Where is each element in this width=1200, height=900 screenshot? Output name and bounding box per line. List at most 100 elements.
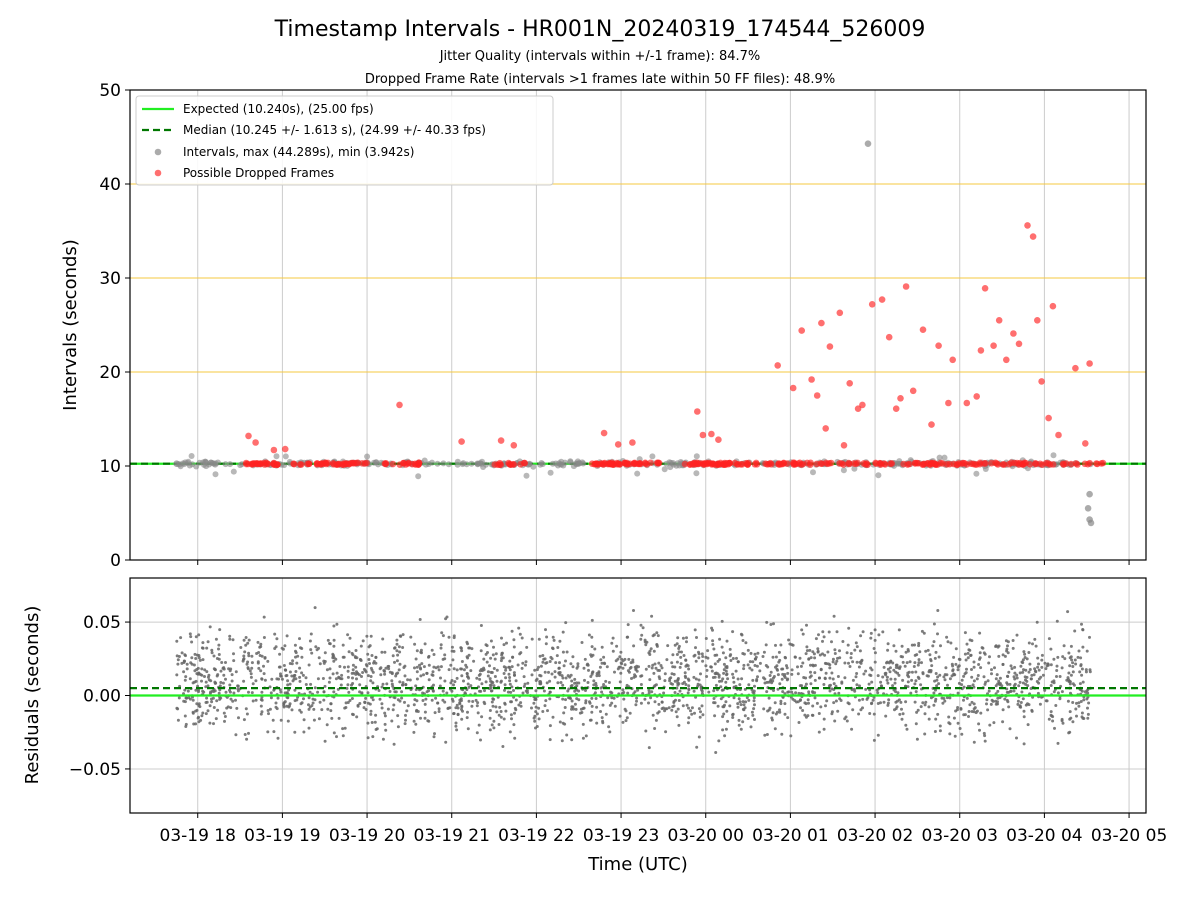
residual-point bbox=[798, 656, 802, 660]
residual-point bbox=[746, 717, 750, 720]
residual-point bbox=[916, 663, 920, 667]
residual-point bbox=[923, 712, 927, 716]
residual-point bbox=[228, 683, 232, 687]
residual-point bbox=[625, 716, 629, 720]
residual-point bbox=[889, 677, 893, 681]
residual-point bbox=[886, 667, 890, 671]
residual-point bbox=[962, 698, 965, 702]
residual-point bbox=[386, 707, 390, 711]
residual-point bbox=[825, 699, 829, 703]
residual-point bbox=[959, 707, 963, 711]
dropped-frame-point bbox=[1024, 222, 1031, 229]
residual-point bbox=[903, 664, 907, 668]
residual-point bbox=[671, 705, 675, 709]
intervals-y-tick-label: 10 bbox=[99, 457, 121, 477]
residual-point bbox=[715, 653, 719, 657]
residual-point bbox=[520, 636, 524, 640]
residual-point bbox=[1060, 717, 1064, 721]
residual-point bbox=[767, 696, 771, 700]
dropped-frame-point bbox=[1081, 460, 1089, 468]
residual-point bbox=[867, 682, 871, 686]
residual-point bbox=[441, 634, 445, 638]
residual-point bbox=[644, 729, 648, 733]
residual-point bbox=[543, 670, 547, 674]
residual-point bbox=[1022, 715, 1026, 719]
residual-point bbox=[859, 708, 863, 712]
residual-point bbox=[732, 680, 736, 684]
residual-point bbox=[781, 667, 785, 671]
residual-point bbox=[450, 679, 454, 682]
residual-point bbox=[781, 690, 785, 694]
residual-point bbox=[348, 636, 352, 640]
residual-point bbox=[750, 710, 754, 714]
residual-point bbox=[607, 725, 611, 729]
residual-point bbox=[224, 677, 227, 681]
residual-point bbox=[741, 720, 745, 724]
residual-point bbox=[613, 670, 616, 674]
residual-point bbox=[917, 641, 921, 645]
residual-point bbox=[819, 705, 823, 709]
residual-point bbox=[205, 696, 209, 700]
residual-point bbox=[756, 651, 760, 655]
residual-point bbox=[443, 657, 447, 661]
residual-point bbox=[482, 657, 486, 661]
residual-point bbox=[998, 696, 1002, 700]
residual-point bbox=[223, 715, 227, 718]
residual-point bbox=[824, 671, 828, 675]
residual-point bbox=[590, 696, 594, 700]
residual-point bbox=[669, 682, 673, 685]
residual-point bbox=[534, 710, 538, 714]
dropped-frame-point bbox=[988, 459, 995, 467]
residual-point bbox=[175, 654, 179, 658]
residual-point bbox=[500, 636, 503, 640]
intervals-y-tick-label: 30 bbox=[99, 269, 121, 289]
residual-point bbox=[650, 690, 654, 694]
dropped-frame-point bbox=[822, 425, 829, 432]
residual-point bbox=[1056, 741, 1060, 745]
residual-point bbox=[500, 652, 504, 655]
residual-point bbox=[534, 679, 538, 682]
residual-point bbox=[460, 674, 464, 678]
residual-point bbox=[279, 718, 283, 722]
residual-point bbox=[728, 704, 732, 708]
residual-point bbox=[217, 657, 221, 661]
residual-point bbox=[960, 732, 964, 736]
residual-point bbox=[912, 665, 916, 668]
residual-point bbox=[465, 640, 469, 644]
residual-point bbox=[926, 648, 930, 652]
residual-point bbox=[460, 705, 464, 709]
residual-point bbox=[232, 659, 236, 663]
residual-point bbox=[239, 646, 243, 649]
residual-point bbox=[1068, 664, 1072, 668]
residual-point bbox=[1071, 670, 1075, 674]
residual-point bbox=[568, 696, 572, 700]
residual-point bbox=[705, 668, 709, 672]
residual-point bbox=[933, 699, 937, 703]
time-x-tick-label: 03-20 04 bbox=[1006, 826, 1082, 846]
residual-point bbox=[322, 661, 326, 665]
residual-point bbox=[495, 710, 499, 714]
intervals-y-axis-label: Intervals (seconds) bbox=[60, 239, 81, 411]
residual-point bbox=[633, 690, 637, 694]
residual-point bbox=[673, 643, 677, 647]
residual-point bbox=[398, 662, 402, 666]
residual-point bbox=[897, 628, 901, 632]
residual-point bbox=[687, 688, 691, 692]
residual-point bbox=[647, 689, 651, 693]
residual-point bbox=[392, 703, 396, 707]
residual-point bbox=[872, 647, 876, 650]
residual-point bbox=[985, 698, 989, 702]
residual-point bbox=[1040, 658, 1044, 662]
residual-point bbox=[957, 681, 961, 685]
residual-point bbox=[194, 709, 198, 713]
residual-point bbox=[190, 656, 194, 660]
residual-point bbox=[242, 718, 246, 722]
residual-point bbox=[1076, 655, 1080, 659]
residual-point bbox=[894, 700, 898, 704]
residual-point bbox=[331, 672, 335, 676]
legend-expected-label: Expected (10.240s), (25.00 fps) bbox=[183, 102, 374, 116]
residual-point bbox=[366, 691, 370, 695]
dropped-frame-point bbox=[274, 461, 281, 468]
dropped-frame-point bbox=[928, 421, 935, 428]
dropped-frame-point bbox=[694, 408, 701, 415]
